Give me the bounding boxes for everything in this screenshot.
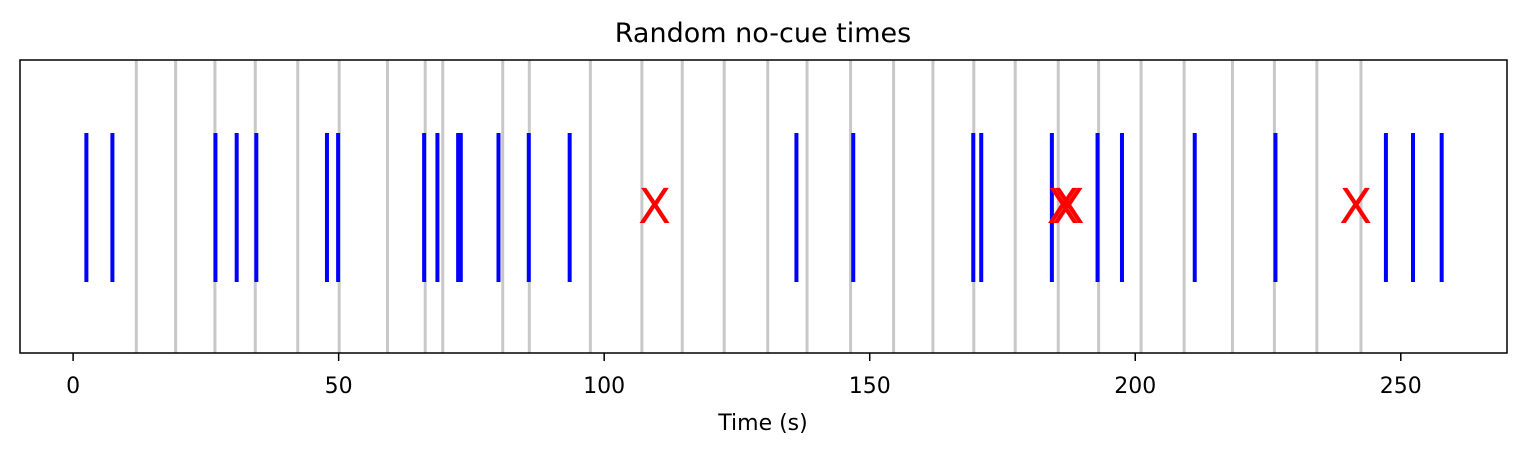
missed-marker: X: [1052, 179, 1085, 235]
x-tick-label: 50: [325, 374, 353, 399]
x-tick-label: 150: [849, 374, 891, 399]
x-tick-label: 0: [66, 374, 80, 399]
x-tick-label: 250: [1380, 374, 1422, 399]
missed-marker: X: [1047, 179, 1080, 235]
x-axis-label: Time (s): [717, 411, 807, 436]
reference-lines: [134, 60, 1363, 353]
x-tick-label: 200: [1114, 374, 1156, 399]
x-axis-ticks: 0 50 100 150 200 250: [66, 353, 1422, 399]
missed-marker: X: [1339, 179, 1372, 235]
plot-frame: [19, 59, 1508, 354]
event-lines: [84, 133, 1444, 282]
missed-marker: X: [638, 179, 671, 235]
x-tick-label: 100: [583, 374, 625, 399]
chart-title: Random no-cue times: [615, 18, 911, 49]
missed-markers: X XX X: [638, 179, 1372, 235]
